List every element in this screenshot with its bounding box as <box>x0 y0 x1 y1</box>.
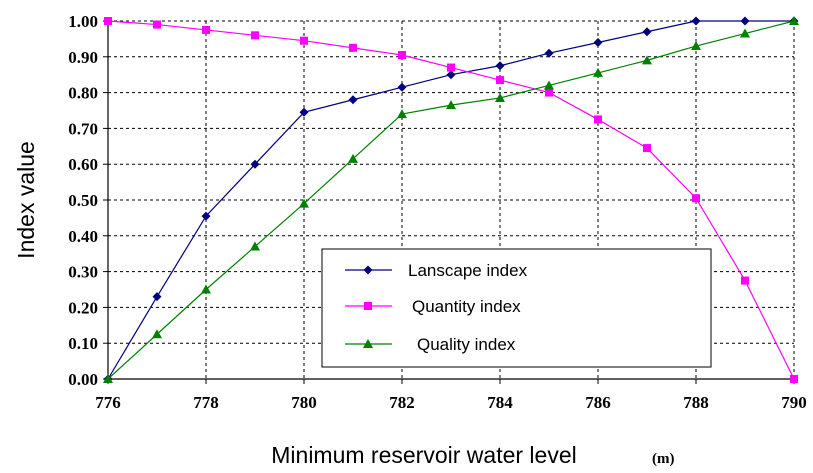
legend-item: Quality index <box>345 335 516 354</box>
x-axis-title: Minimum reservoir water level <box>271 442 576 468</box>
data-point <box>447 63 455 72</box>
data-point <box>250 241 260 251</box>
series-group <box>103 16 799 384</box>
data-point <box>251 31 259 40</box>
legend-label: Quality index <box>417 335 516 354</box>
data-point <box>691 41 701 51</box>
x-tick-label: 782 <box>389 393 415 412</box>
data-point <box>398 51 406 60</box>
tick-labels: 0.00 0.10 0.20 0.30 0.40 0.50 0.60 0.70 0.80 0.90… <box>68 12 807 412</box>
legend-item: Lanscape index <box>345 261 528 280</box>
grid <box>108 20 795 379</box>
data-point <box>691 16 701 26</box>
data-point <box>202 25 210 34</box>
data-point <box>790 375 798 383</box>
data-point <box>103 374 113 383</box>
data-point <box>544 80 554 90</box>
y-tick-label: 0.70 <box>68 119 98 138</box>
legend-marker <box>363 265 373 275</box>
y-tick-label: 0.60 <box>68 155 98 174</box>
y-tick-label: 0.40 <box>68 227 98 246</box>
x-tick-label: 776 <box>95 393 121 412</box>
data-point <box>348 95 358 105</box>
series-square <box>104 17 798 383</box>
data-point <box>201 211 211 221</box>
legend-marker <box>364 302 372 310</box>
x-tick-label: 780 <box>291 393 317 412</box>
data-point <box>789 16 799 25</box>
x-tick-label: 788 <box>683 393 709 412</box>
data-point <box>348 153 358 163</box>
y-tick-label: 0.30 <box>68 263 98 282</box>
y-tick-label: 0.50 <box>68 191 98 210</box>
data-point <box>397 109 407 119</box>
data-point <box>446 70 456 80</box>
legend-box <box>321 248 712 368</box>
data-point <box>201 284 211 294</box>
data-point <box>496 76 504 85</box>
data-point <box>397 82 407 92</box>
data-point <box>299 198 309 208</box>
legend-label: Lanscape index <box>408 261 528 280</box>
data-point <box>250 159 260 169</box>
data-point <box>593 37 603 47</box>
data-point <box>593 67 603 77</box>
y-tick-label: 0.00 <box>68 370 98 389</box>
y-tick-label: 1.00 <box>68 12 98 31</box>
data-point <box>495 92 505 102</box>
legend-label: Quantity index <box>412 297 521 316</box>
x-tick-label: 790 <box>781 393 807 412</box>
data-point <box>152 292 162 302</box>
data-point <box>544 48 554 58</box>
data-point <box>299 107 309 117</box>
data-point <box>594 115 602 124</box>
y-tick-label: 0.90 <box>68 48 98 67</box>
x-axis-unit: (m) <box>652 451 675 467</box>
data-point <box>642 55 652 65</box>
data-point <box>643 144 651 153</box>
legend-item: Quantity index <box>345 297 521 316</box>
data-point <box>740 28 750 38</box>
legend-marker <box>363 339 373 348</box>
y-tick-label: 0.80 <box>68 84 98 103</box>
legend: Lanscape index Quantity index Quality inde… <box>321 248 712 368</box>
data-point <box>152 329 162 339</box>
data-point <box>495 61 505 71</box>
data-point <box>740 16 750 26</box>
data-point <box>692 194 700 203</box>
x-tick-label: 784 <box>487 393 513 412</box>
axes <box>103 20 795 384</box>
data-point <box>300 36 308 45</box>
data-point <box>104 17 112 25</box>
data-point <box>349 43 357 52</box>
data-point <box>446 100 456 110</box>
y-tick-label: 0.20 <box>68 298 98 317</box>
x-tick-label: 778 <box>193 393 219 412</box>
data-point <box>642 27 652 37</box>
data-point <box>545 88 553 97</box>
y-tick-label: 0.10 <box>68 334 98 353</box>
y-axis-title: Index value <box>13 141 39 259</box>
data-point <box>741 276 749 285</box>
data-point <box>153 20 161 29</box>
x-tick-label: 786 <box>585 393 611 412</box>
series-triangle <box>103 16 799 383</box>
